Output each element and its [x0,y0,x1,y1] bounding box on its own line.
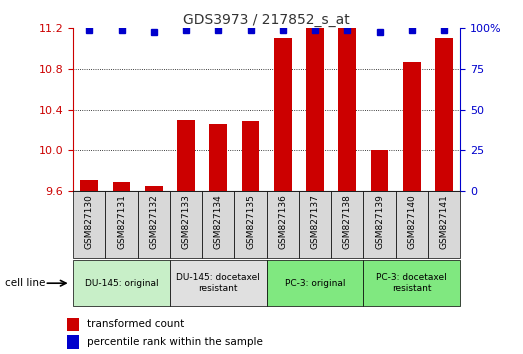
Bar [363,260,460,306]
Text: GSM827134: GSM827134 [214,195,223,249]
Text: percentile rank within the sample: percentile rank within the sample [87,337,263,347]
Bar [331,191,363,258]
Bar [396,191,428,258]
Text: GSM827140: GSM827140 [407,195,416,249]
Text: cell line: cell line [5,278,46,288]
Bar [274,39,292,191]
Text: GSM827133: GSM827133 [181,195,190,250]
Bar [267,260,363,306]
Bar [170,191,202,258]
Text: GSM827135: GSM827135 [246,195,255,250]
Bar [81,180,98,191]
Bar [428,191,460,258]
Bar [234,191,267,258]
Text: DU-145: original: DU-145: original [85,279,158,288]
Bar [242,121,259,191]
Text: GSM827131: GSM827131 [117,195,126,250]
Bar [138,191,170,258]
Bar [371,150,389,191]
Text: GSM827141: GSM827141 [440,195,449,249]
Bar [210,124,227,191]
Text: DU-145: docetaxel
resistant: DU-145: docetaxel resistant [176,274,260,293]
Text: GSM827138: GSM827138 [343,195,352,250]
Text: PC-3: original: PC-3: original [285,279,345,288]
Bar [202,191,234,258]
Bar [73,191,106,258]
Text: GSM827132: GSM827132 [150,195,158,249]
Bar [403,62,420,191]
Bar [113,182,130,191]
Bar [67,318,78,331]
Text: transformed count: transformed count [87,319,184,329]
Text: GSM827139: GSM827139 [375,195,384,250]
Bar [106,191,138,258]
Bar [363,191,396,258]
Title: GDS3973 / 217852_s_at: GDS3973 / 217852_s_at [184,13,350,27]
Bar [435,39,453,191]
Bar [267,191,299,258]
Bar [306,28,324,191]
Bar [67,335,78,349]
Bar [338,28,356,191]
Text: PC-3: docetaxel
resistant: PC-3: docetaxel resistant [377,274,447,293]
Text: GSM827130: GSM827130 [85,195,94,250]
Bar [299,191,331,258]
Text: GSM827137: GSM827137 [311,195,320,250]
Bar [177,120,195,191]
Text: GSM827136: GSM827136 [278,195,287,250]
Bar [170,260,267,306]
Bar [145,186,163,191]
Bar [73,260,170,306]
